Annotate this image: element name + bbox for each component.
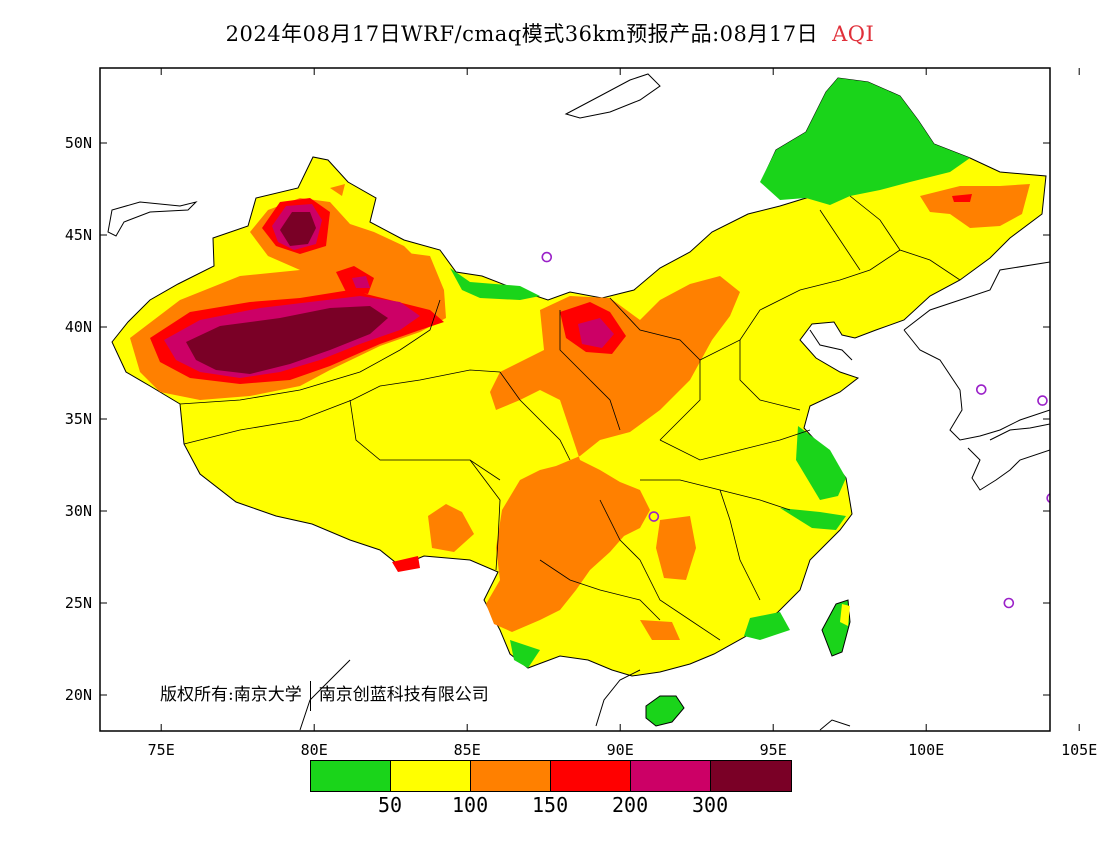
lat-tick-label: 25N — [65, 594, 92, 612]
legend-color-box — [711, 761, 791, 791]
map-frame — [99, 67, 1051, 732]
maroon-zones — [186, 212, 388, 374]
credit-left: 版权所有:南京大学 — [160, 685, 302, 705]
legend-color-box — [311, 761, 391, 791]
neighbor-coastlines — [107, 73, 1050, 731]
legend-color-box — [551, 761, 631, 791]
lon-tick-label: 90E — [607, 741, 634, 759]
legend-color-box — [631, 761, 711, 791]
legend-tick-label: 100 — [452, 793, 489, 817]
copyright-credit: 版权所有:南京大学 南京创蓝科技有限公司 — [160, 680, 489, 711]
lat-tick-label: 35N — [65, 410, 92, 428]
lat-tick-label: 40N — [65, 318, 92, 336]
hainan-island — [645, 695, 685, 727]
legend-tick-label: 200 — [612, 793, 649, 817]
lat-tick-label: 20N — [65, 686, 92, 704]
map-field — [107, 73, 1050, 731]
lon-tick-label: 95E — [760, 741, 787, 759]
legend-color-bar — [310, 760, 792, 792]
axis-ticks: 50N 45N 40N 35N 30N 25N 20N 75E 80E 85E 90E 95E 100E… — [65, 68, 1097, 759]
legend-color-box — [471, 761, 551, 791]
station-marker — [1046, 493, 1050, 504]
credit-right: 南京创蓝科技有限公司 — [318, 685, 489, 705]
legend-tick-label: 300 — [692, 793, 729, 817]
green-zones — [450, 78, 970, 668]
credit-divider — [309, 680, 311, 711]
station-markers — [541, 251, 1050, 609]
station-marker — [1037, 395, 1048, 406]
title-main: 2024年08月17日WRF/cmaq模式36km预报产品:08月17日 — [225, 22, 819, 46]
taiwan-yellow — [840, 604, 850, 626]
lat-tick-label: 45N — [65, 226, 92, 244]
aqi-legend — [310, 760, 792, 792]
station-marker — [648, 511, 660, 522]
lon-tick-label: 100E — [908, 741, 944, 759]
station-marker — [541, 251, 553, 263]
legend-color-box — [391, 761, 471, 791]
legend-tick-label: 150 — [532, 793, 569, 817]
lon-tick-label: 80E — [301, 741, 328, 759]
station-marker — [1003, 597, 1015, 609]
lat-tick-label: 50N — [65, 134, 92, 152]
map-title: 2024年08月17日WRF/cmaq模式36km预报产品:08月17日 AQI — [0, 18, 1100, 48]
legend-tick-label: 50 — [378, 793, 403, 817]
lat-tick-label: 30N — [65, 502, 92, 520]
title-variable: AQI — [832, 22, 875, 46]
lon-tick-label: 85E — [454, 741, 481, 759]
lon-tick-label: 105E — [1061, 741, 1097, 759]
station-marker — [975, 384, 987, 395]
lon-tick-label: 75E — [148, 741, 175, 759]
province-borders — [179, 195, 961, 641]
